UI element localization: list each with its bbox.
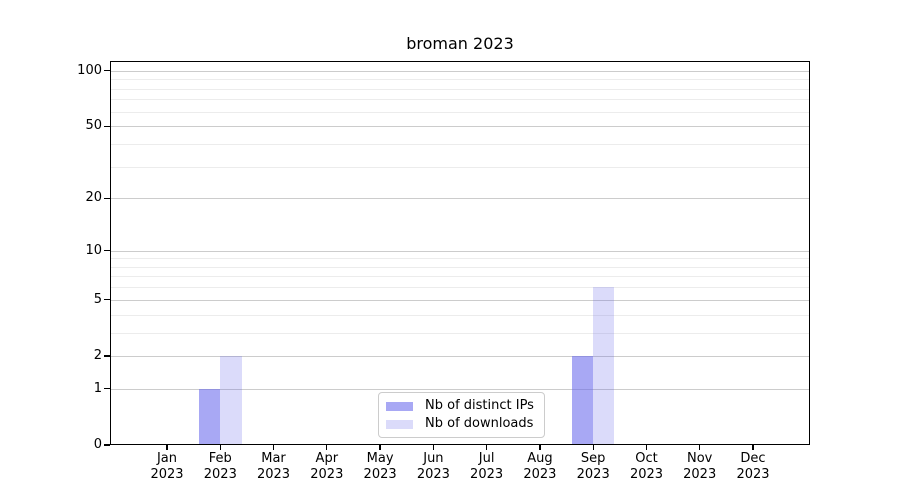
y-tick-1 (104, 388, 110, 390)
x-tick-aug (539, 445, 541, 450)
legend-swatch-downloads (386, 419, 413, 429)
gridline-minor-80 (110, 88, 810, 90)
gridline-minor-9 (110, 258, 810, 260)
x-tick-label-jun: Jun 2023 (416, 451, 450, 482)
gridline-minor-70 (110, 99, 810, 101)
y-tick-label-10: 10 (85, 242, 102, 258)
gridline-50 (110, 126, 810, 128)
y-tick-label-1: 1 (93, 380, 102, 396)
x-tick-label-may: May 2023 (363, 451, 397, 482)
gridline-5 (110, 299, 810, 301)
x-tick-jul (485, 445, 488, 450)
gridline-minor-6 (110, 287, 810, 289)
x-tick-label-mar: Mar 2023 (256, 451, 291, 482)
gridline-minor-40 (110, 143, 810, 145)
x-tick-label-oct: Oct 2023 (629, 451, 664, 482)
y-tick-label-0: 0 (93, 437, 102, 452)
x-tick-mar (272, 445, 275, 450)
gridline-minor-3 (110, 332, 810, 334)
x-tick-nov (699, 445, 701, 450)
bar-nb-of-distinct-ips-sep (571, 355, 594, 445)
gridline-minor-7 (110, 276, 810, 278)
y-tick-label-2: 2 (93, 347, 102, 363)
x-tick-dec (752, 445, 754, 450)
gridline-minor-60 (110, 111, 810, 113)
x-tick-label-dec: Dec 2023 (736, 451, 770, 482)
x-tick-jun (432, 445, 435, 450)
y-tick-10 (104, 249, 110, 252)
x-tick-label-jan: Jan 2023 (150, 451, 184, 482)
y-tick-label-5: 5 (93, 291, 102, 307)
bar-nb-of-downloads-sep (593, 287, 615, 445)
gridline-100 (110, 70, 810, 72)
legend-label-distinct-ips: Nb of distinct IPs (425, 398, 534, 413)
gridline-minor-8 (110, 266, 810, 268)
y-tick-2 (104, 355, 110, 357)
x-tick-may (379, 445, 381, 450)
y-tick-0 (104, 444, 110, 446)
plot-area (110, 61, 810, 445)
x-tick-jan (166, 445, 168, 450)
x-tick-apr (326, 445, 328, 450)
x-tick-label-aug: Aug 2023 (523, 451, 557, 482)
bar-nb-of-distinct-ips-feb (199, 388, 221, 445)
x-tick-label-feb: Feb 2023 (203, 451, 237, 482)
gridline-minor-30 (110, 166, 810, 168)
gridline-1 (110, 388, 810, 390)
y-tick-label-20: 20 (85, 190, 102, 206)
chart-title: broman 2023 (406, 34, 514, 53)
x-tick-label-jul: Jul 2023 (470, 451, 504, 482)
y-tick-label-100: 100 (77, 62, 102, 78)
x-tick-sep (592, 445, 594, 450)
gridline-20 (110, 198, 810, 200)
x-tick-label-apr: Apr 2023 (310, 451, 344, 482)
y-tick-label-50: 50 (85, 118, 102, 134)
legend-swatch-distinct-ips (386, 401, 413, 411)
legend-item-distinct-ips: Nb of distinct IPs (386, 397, 534, 415)
gridline-2 (110, 355, 810, 357)
gridline-minor-4 (110, 314, 810, 316)
y-tick-50 (104, 125, 110, 127)
legend-item-downloads: Nb of downloads (386, 415, 534, 433)
gridline-minor-90 (110, 79, 810, 81)
x-tick-oct (645, 445, 648, 450)
legend: Nb of distinct IPs Nb of downloads (378, 392, 545, 438)
gridline-10 (110, 250, 810, 252)
x-tick-label-nov: Nov 2023 (683, 451, 717, 482)
legend-label-downloads: Nb of downloads (425, 416, 534, 431)
y-tick-20 (104, 197, 110, 199)
x-tick-feb (219, 445, 221, 450)
bar-nb-of-downloads-feb (220, 355, 242, 445)
y-tick-100 (104, 70, 110, 72)
y-tick-5 (104, 299, 110, 301)
x-tick-label-sep: Sep 2023 (576, 451, 610, 482)
